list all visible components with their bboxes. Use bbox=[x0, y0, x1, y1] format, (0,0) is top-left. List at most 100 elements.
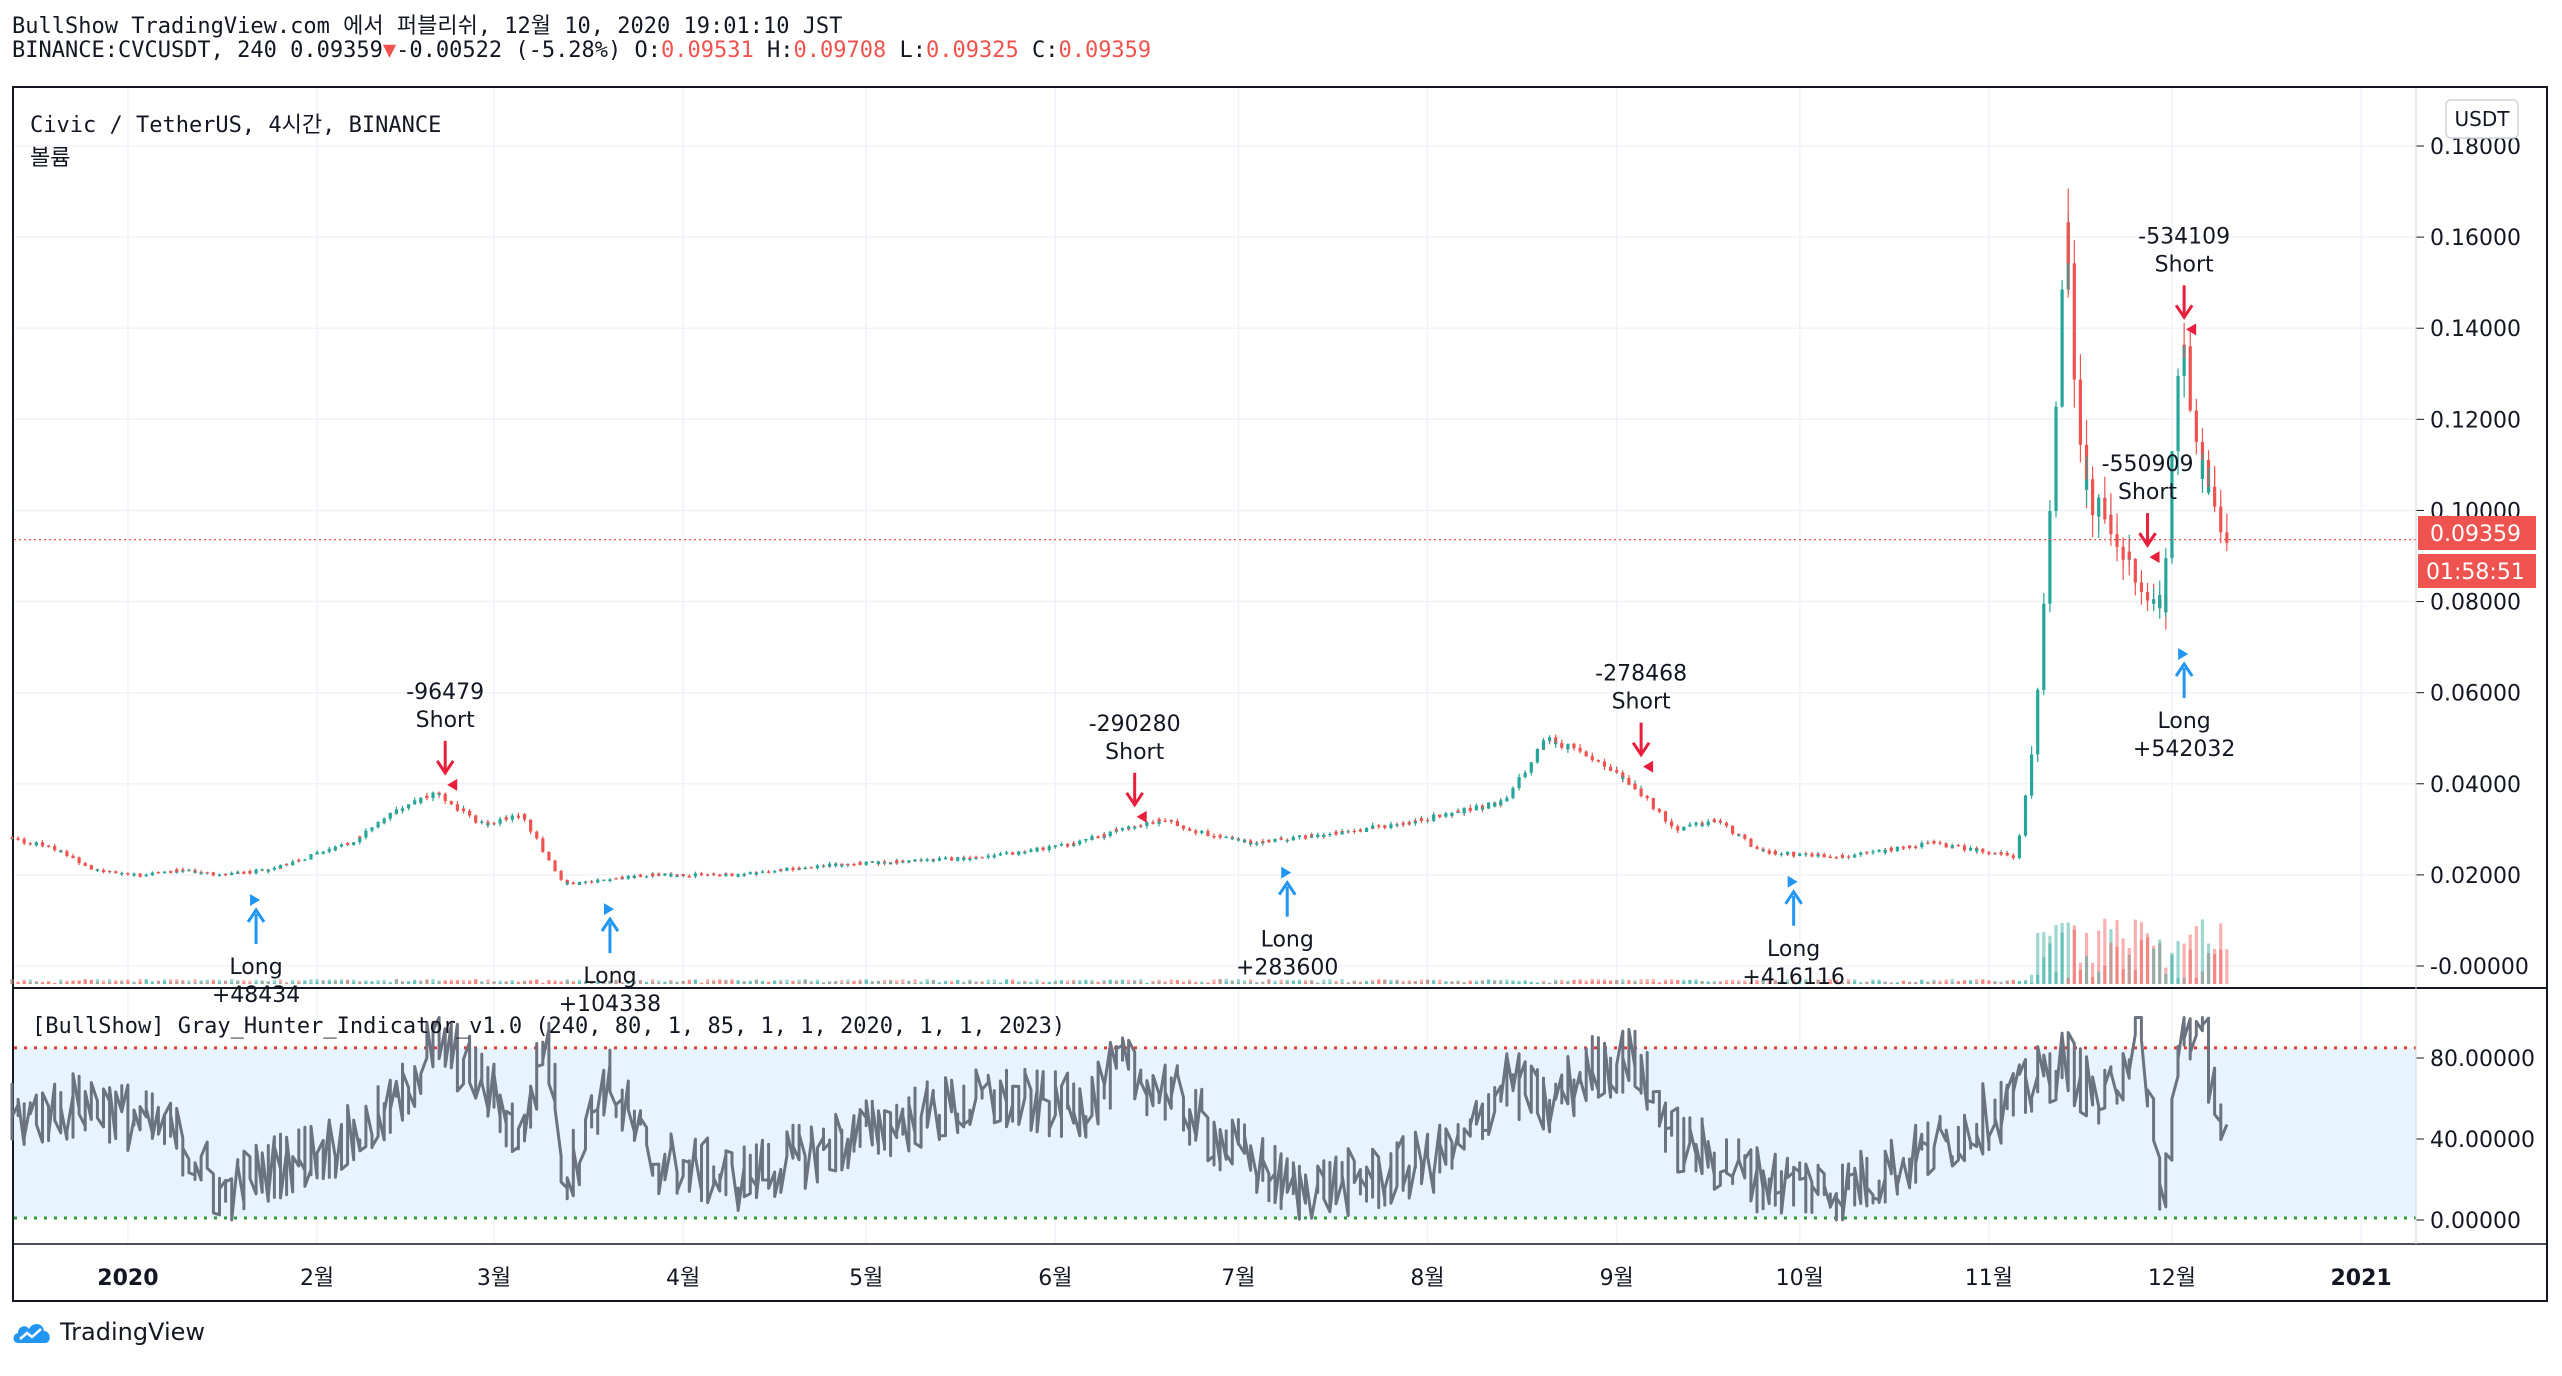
candle-body bbox=[1383, 825, 1387, 828]
candle-body bbox=[1981, 850, 1985, 853]
candle-body bbox=[1608, 767, 1613, 771]
candle-series bbox=[10, 188, 2416, 886]
volume-bar bbox=[1895, 982, 1899, 984]
candle-body bbox=[1346, 831, 1350, 833]
volume-bar bbox=[65, 981, 69, 984]
volume-bar bbox=[1413, 981, 1417, 984]
candle-body bbox=[785, 868, 789, 871]
time-tick-label: 8월 bbox=[1410, 1266, 1444, 1291]
volume-bar bbox=[730, 980, 734, 984]
volume-bar bbox=[1389, 981, 1393, 984]
volume-bar bbox=[1212, 982, 1216, 984]
candle-body bbox=[1011, 852, 1015, 855]
candle-body bbox=[1590, 757, 1594, 761]
candle-body bbox=[2036, 689, 2040, 741]
volume-bar bbox=[681, 980, 685, 984]
candle-body bbox=[1798, 853, 1802, 855]
volume-bar bbox=[413, 980, 417, 984]
candle-body bbox=[510, 815, 514, 817]
candle-body bbox=[394, 809, 398, 814]
candle-body bbox=[1407, 822, 1411, 824]
volume-bar bbox=[1505, 982, 1509, 984]
volume-bar bbox=[2152, 948, 2156, 984]
volume-bar bbox=[950, 980, 954, 984]
volume-bar bbox=[889, 980, 893, 984]
volume-bar bbox=[1151, 982, 1155, 984]
tradingview-logo[interactable]: TradingView bbox=[12, 1318, 205, 1346]
volume-bar bbox=[1017, 982, 1021, 984]
signal-value-label: -278468 bbox=[1595, 662, 1687, 687]
candle-body bbox=[724, 873, 728, 877]
signal-type-label: Short bbox=[416, 708, 475, 733]
candle-body bbox=[2145, 599, 2150, 601]
candle-body bbox=[791, 868, 795, 871]
volume-bar bbox=[1676, 980, 1680, 984]
volume-bar bbox=[632, 982, 636, 984]
candle-body bbox=[1584, 755, 1588, 757]
volume-bar bbox=[400, 981, 405, 984]
volume-bar bbox=[1425, 979, 1430, 984]
volume-bar bbox=[352, 979, 356, 984]
candle-body bbox=[797, 867, 801, 869]
volume-bar bbox=[1834, 979, 1838, 984]
candle-body bbox=[1932, 841, 1936, 844]
candle-body bbox=[2017, 835, 2022, 856]
volume-bar bbox=[474, 979, 478, 984]
volume-bar bbox=[821, 982, 826, 984]
volume-bar bbox=[284, 982, 289, 984]
osc-tick-label: 0.00000 bbox=[2430, 1209, 2521, 1234]
volume-bar bbox=[529, 980, 533, 984]
chart-frame[interactable] bbox=[12, 86, 2548, 1302]
candle-body bbox=[1950, 845, 1954, 848]
volume-bar bbox=[1773, 979, 1777, 984]
volume-bar bbox=[1163, 982, 1167, 984]
volume-bar bbox=[736, 980, 740, 984]
volume-bar bbox=[1529, 982, 1533, 984]
candle-body bbox=[1694, 822, 1698, 825]
volume-bar bbox=[2225, 949, 2229, 984]
candle-body bbox=[108, 871, 112, 873]
symbol-info: BINANCE:CVCUSDT, 240 0.09359 bbox=[12, 38, 383, 63]
volume-bar bbox=[211, 981, 215, 984]
candle-body bbox=[1627, 777, 1631, 779]
volume-bar bbox=[962, 981, 966, 984]
volume-bar bbox=[1846, 981, 1851, 984]
volume-bar bbox=[1938, 982, 1942, 984]
volume-bar bbox=[1078, 980, 1082, 984]
candle-body bbox=[1505, 797, 1509, 801]
candle-body bbox=[2219, 507, 2223, 533]
volume-bar bbox=[2127, 947, 2131, 984]
candle-body bbox=[120, 873, 124, 875]
volume-bar bbox=[486, 979, 490, 984]
signal-type-label: Long bbox=[229, 955, 282, 980]
volume-bar bbox=[230, 979, 234, 984]
volume-bar bbox=[1810, 982, 1814, 984]
volume-bar bbox=[1145, 982, 1149, 984]
currency-button[interactable]: USDT bbox=[2445, 99, 2519, 139]
price-axis: 2020 2월 3월 4월 5월 6월 7월 8월 9월 10월 11월 12월 2021 0.18000… bbox=[97, 135, 2535, 1291]
volume-bar bbox=[2188, 949, 2192, 984]
volume-bar bbox=[345, 979, 350, 984]
volume-bar bbox=[705, 982, 710, 984]
candle-body bbox=[150, 872, 154, 875]
candle-body bbox=[913, 859, 917, 861]
volume-bar bbox=[1517, 980, 1521, 984]
volume-bar bbox=[345, 980, 350, 984]
volume-bar bbox=[2072, 925, 2076, 984]
volume-bar bbox=[1224, 981, 1228, 984]
candle-body bbox=[230, 873, 234, 876]
volume-bar bbox=[65, 980, 69, 984]
candle-body bbox=[2213, 492, 2217, 507]
volume-bar bbox=[1981, 979, 1985, 984]
price-tick-label: 0.06000 bbox=[2430, 682, 2521, 707]
volume-bar bbox=[553, 981, 557, 984]
volume-bar bbox=[1194, 982, 1198, 984]
volume-bar bbox=[1755, 979, 1759, 984]
volume-bar bbox=[943, 980, 948, 984]
volume-bar bbox=[1145, 982, 1149, 984]
volume-bar bbox=[980, 981, 984, 984]
candle-body bbox=[321, 851, 325, 854]
candle-body bbox=[565, 879, 569, 885]
volume-bar bbox=[1865, 982, 1869, 984]
